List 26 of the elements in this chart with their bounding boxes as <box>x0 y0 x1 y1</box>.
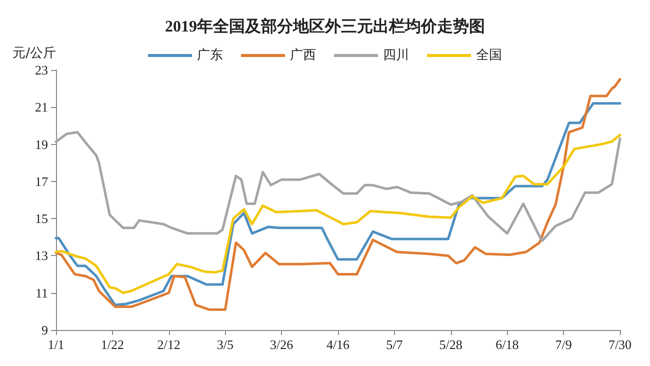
y-tick-label: 11 <box>35 285 48 300</box>
legend-label: 广东 <box>197 48 223 63</box>
x-tick-label: 5/28 <box>439 337 462 352</box>
y-tick-label: 9 <box>42 322 48 338</box>
x-tick-label: 4/16 <box>326 337 350 352</box>
y-tick-label: 19 <box>35 136 48 152</box>
y-axis-title: 元/公斤 <box>12 46 56 61</box>
legend-label: 广西 <box>290 48 316 63</box>
x-tick-label: 6/18 <box>496 337 519 352</box>
x-tick-label: 3/5 <box>216 337 234 352</box>
chart-title: 2019年全国及部分地区外三元出栏均价走势图 <box>165 18 485 36</box>
x-tick-label: 2/12 <box>157 337 180 352</box>
x-tick-label: 3/26 <box>270 337 294 352</box>
legend-label: 四川 <box>383 48 409 63</box>
legend-label: 全国 <box>476 48 502 63</box>
y-tick-label: 23 <box>35 62 48 78</box>
y-tick-label: 21 <box>35 100 48 115</box>
y-tick-label: 13 <box>35 248 48 264</box>
x-tick-label: 7/9 <box>555 337 572 352</box>
y-tick-label: 15 <box>35 211 48 226</box>
x-tick-label: 1/22 <box>100 337 124 352</box>
x-tick-label: 5/7 <box>386 337 404 352</box>
x-tick-label: 7/30 <box>608 337 632 352</box>
y-tick-label: 17 <box>35 174 48 189</box>
x-tick-label: 1/1 <box>48 337 64 352</box>
line-series <box>54 130 622 242</box>
